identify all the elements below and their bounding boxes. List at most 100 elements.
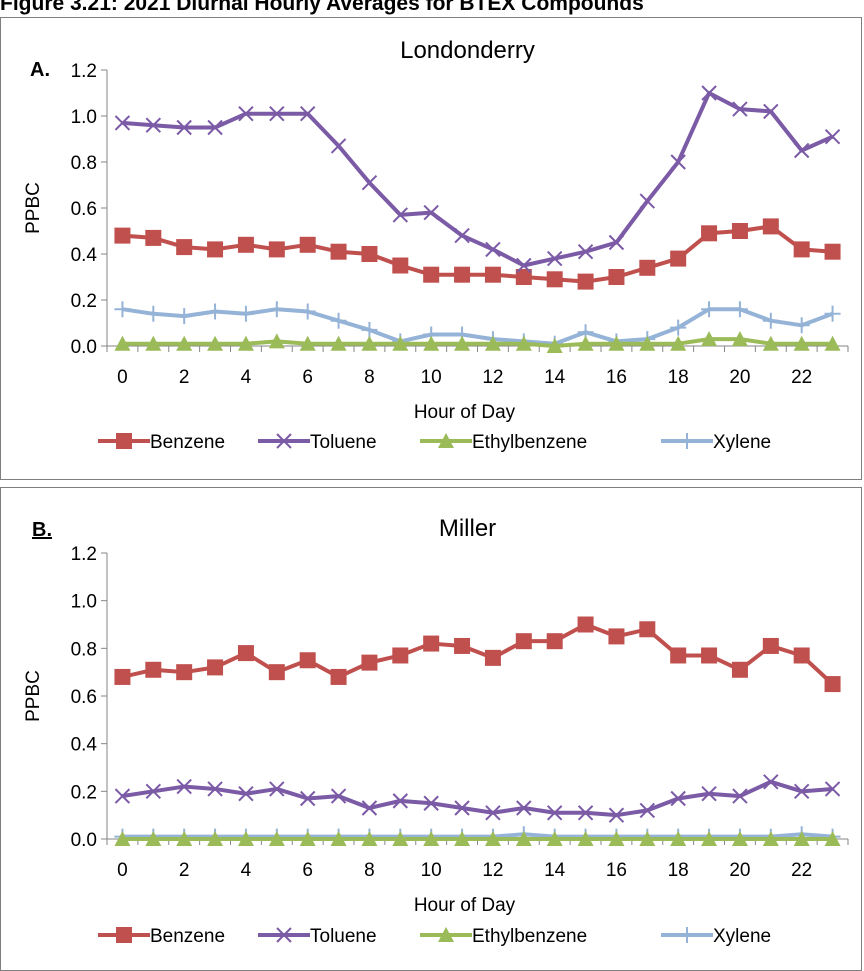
legend-label-xylene: Xylene <box>713 432 771 453</box>
x-tick-label: 8 <box>364 367 375 388</box>
data-point-ethylbenzene <box>361 831 378 846</box>
y-tick-label: 0.4 <box>71 245 98 266</box>
legend: Benzene Toluene Ethylbenzene Xylene <box>98 432 771 453</box>
legend-marker-xylene <box>679 433 695 449</box>
x-tick-label: 22 <box>791 367 812 388</box>
x-tick-label: 4 <box>241 367 252 388</box>
data-point-toluene <box>299 105 316 122</box>
series-line-toluene <box>122 779 833 818</box>
data-point-ethylbenzene <box>145 335 162 351</box>
data-point-toluene <box>793 783 810 800</box>
data-point-benzene <box>423 266 440 283</box>
data-point-benzene <box>731 223 748 239</box>
data-point-ethylbenzene <box>268 831 285 846</box>
data-point-benzene <box>639 259 656 276</box>
x-tick-label: 20 <box>729 860 750 881</box>
data-point-toluene <box>485 805 501 821</box>
data-point-toluene <box>392 207 409 223</box>
data-point-toluene <box>207 119 223 136</box>
data-point-ethylbenzene <box>731 331 748 347</box>
legend-marker-benzene <box>116 927 132 943</box>
x-tick-label: 14 <box>544 367 566 388</box>
data-point-ethylbenzene <box>114 831 131 846</box>
chart-panel-a-frame <box>0 17 862 480</box>
data-point-ethylbenzene <box>392 335 409 351</box>
data-point-ethylbenzene <box>670 335 687 351</box>
data-point-ethylbenzene <box>701 831 718 846</box>
data-point-toluene <box>824 128 841 145</box>
data-point-ethylbenzene <box>361 335 378 351</box>
data-point-benzene <box>176 239 193 256</box>
data-point-ethylbenzene <box>608 831 625 846</box>
data-point-ethylbenzene <box>731 831 748 846</box>
data-point-benzene <box>145 229 162 246</box>
data-point-benzene <box>701 225 718 242</box>
data-point-ethylbenzene <box>608 335 625 351</box>
data-point-xylene <box>299 303 316 320</box>
legend-label-ethylbenzene: Ethylbenzene <box>472 432 587 453</box>
data-point-toluene <box>485 241 501 258</box>
series-line-ethylbenzene <box>122 337 833 348</box>
data-point-xylene <box>176 308 193 325</box>
data-point-ethylbenzene <box>515 831 532 846</box>
y-tick-label: 0.2 <box>71 782 97 803</box>
data-point-toluene <box>763 103 779 120</box>
y-axis-title: PPBC <box>23 670 44 722</box>
x-tick-label: 12 <box>482 367 503 388</box>
data-point-ethylbenzene <box>392 831 409 846</box>
x-tick-label: 22 <box>791 860 812 881</box>
data-point-toluene <box>361 174 378 191</box>
legend-label-toluene: Toluene <box>310 432 377 453</box>
data-point-toluene <box>670 790 686 807</box>
data-point-benzene <box>114 668 131 685</box>
figure-caption: Figure 3.21: 2021 Diurnal Hourly Average… <box>0 0 644 15</box>
data-point-ethylbenzene <box>639 831 656 846</box>
legend: Benzene Toluene Ethylbenzene Xylene <box>98 926 771 947</box>
data-point-toluene <box>732 788 748 804</box>
data-point-xylene <box>793 317 810 334</box>
data-point-benzene <box>731 661 748 678</box>
data-point-toluene <box>763 774 779 790</box>
y-tick-label: 0.2 <box>71 291 97 312</box>
data-point-benzene <box>793 647 810 664</box>
data-point-toluene <box>114 788 131 804</box>
data-point-toluene <box>577 805 594 821</box>
legend-marker-toluene <box>276 927 292 943</box>
data-point-benzene <box>176 664 193 681</box>
x-axis-title: Hour of Day <box>414 895 516 916</box>
x-tick-label: 20 <box>729 367 750 388</box>
data-point-toluene <box>269 105 285 122</box>
data-point-xylene <box>731 301 748 318</box>
data-point-xylene <box>237 305 254 322</box>
data-point-benzene <box>361 654 378 671</box>
panel-label: A. <box>30 59 50 81</box>
legend-marker-ethylbenzene <box>438 433 454 448</box>
legend-label-benzene: Benzene <box>150 926 225 947</box>
data-point-benzene <box>824 243 841 260</box>
data-point-ethylbenzene <box>824 831 841 846</box>
legend-label-xylene: Xylene <box>713 926 771 947</box>
data-point-xylene <box>145 305 162 322</box>
data-point-ethylbenzene <box>299 335 316 351</box>
data-point-xylene <box>762 312 779 329</box>
data-point-ethylbenzene <box>207 831 224 846</box>
legend-label-ethylbenzene: Ethylbenzene <box>472 926 587 947</box>
x-tick-label: 16 <box>606 860 627 881</box>
y-axis-title: PPBC <box>23 182 44 234</box>
data-point-benzene <box>577 616 594 633</box>
data-point-xylene <box>268 301 285 318</box>
series-line-benzene <box>121 622 834 686</box>
data-point-toluene <box>114 115 131 131</box>
data-point-toluene <box>732 101 748 117</box>
data-point-ethylbenzene <box>454 831 471 846</box>
x-tick-label: 14 <box>544 860 566 881</box>
data-point-benzene <box>145 661 162 678</box>
data-point-ethylbenzene <box>793 335 810 351</box>
data-point-ethylbenzene <box>762 831 779 846</box>
x-tick-label: 16 <box>606 367 627 388</box>
data-point-toluene <box>176 119 192 136</box>
data-point-ethylbenzene <box>176 335 193 351</box>
data-point-toluene <box>546 805 563 821</box>
data-point-ethylbenzene <box>824 335 841 351</box>
data-point-toluene <box>392 793 409 809</box>
